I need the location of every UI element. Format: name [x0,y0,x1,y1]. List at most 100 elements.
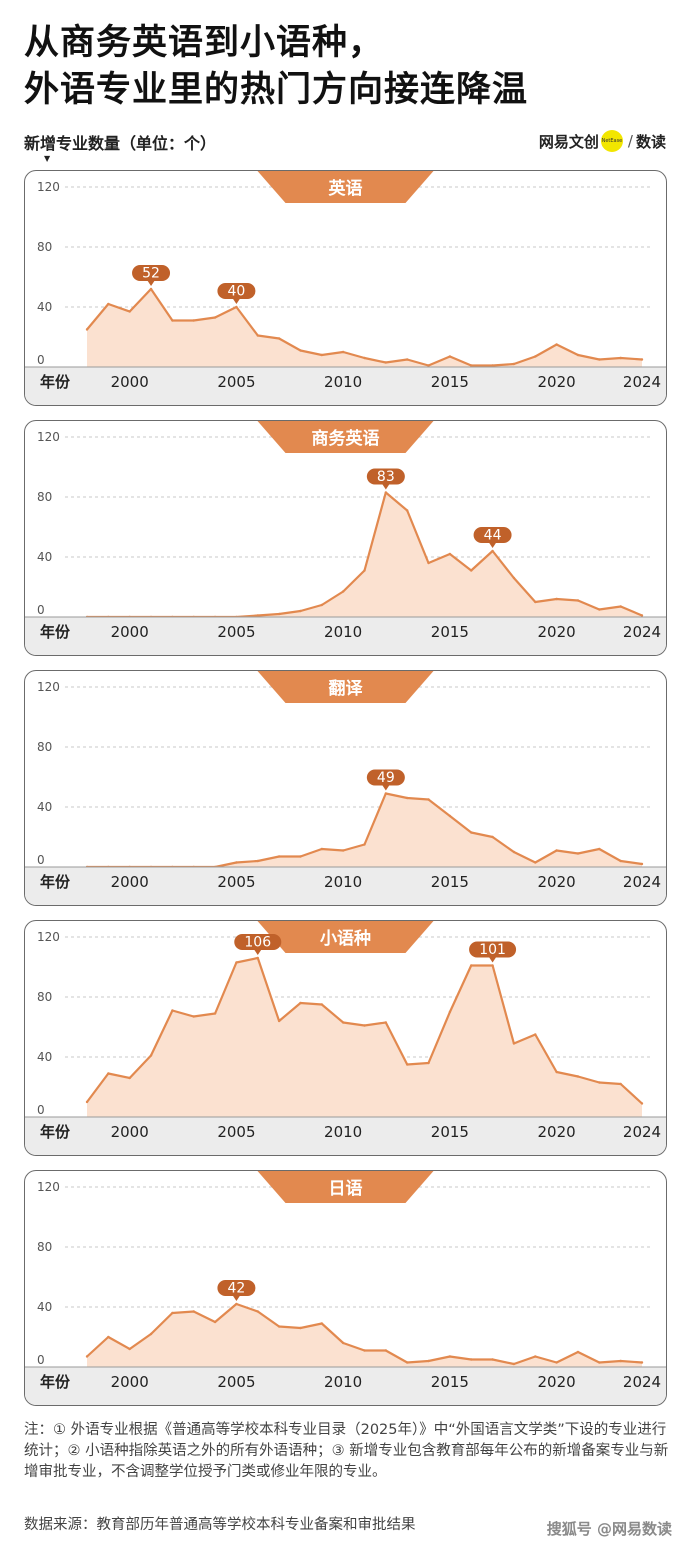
chart-panel-japanese: 0 40 80 120 年份 2000 2005 2010 2015 2020 2024 日语 42 [24,1170,667,1406]
data-point [363,1024,366,1027]
data-point [107,1335,110,1339]
y-tick-label: 120 [37,1180,60,1194]
callout-label: 40 [228,284,246,300]
title-line-2: 外语专业里的热门方向接连降温 [24,70,529,110]
panel-title-tab [257,671,434,703]
y-tick-label: 120 [37,430,60,444]
data-point [491,835,494,839]
data-point [598,608,601,611]
data-point [256,859,259,863]
y-tick-label: 80 [37,240,52,254]
data-point [640,1102,644,1105]
chart-business-english: 0 40 80 120 年份 2000 2005 2010 2015 2020 2024 商务英语 83… [25,421,666,655]
data-point [85,328,89,331]
x-tick-label: 2010 [324,623,362,641]
data-point [427,1061,430,1065]
x-tick-label: 2005 [217,623,255,641]
series-area [87,289,642,367]
panel-title-tab [257,171,434,203]
data-point [235,305,238,309]
x-tick-label: 2015 [431,623,469,641]
data-point [640,862,644,866]
data-point [384,491,388,494]
panel-title-tab [257,921,434,953]
brand-name: 网易文创 [538,132,599,151]
panel-title: 英语 [329,178,363,199]
callout-bubble [132,265,171,281]
data-point [149,1332,153,1336]
chart-english: 0 40 80 120 年份 2000 2005 2010 2015 2020 2024 英语 52 40 [25,171,666,405]
data-point [512,362,516,366]
y-tick-label: 0 [37,603,45,617]
data-point [512,1362,516,1366]
callout-pointer [488,956,497,963]
x-axis-label: 年份 [40,373,71,391]
callout-pointer [232,298,241,304]
data-point [576,353,580,357]
page-title: 从商务英语到小语种， 外语专业里的热门方向接连降温 [24,20,664,114]
data-point [405,1361,409,1364]
data-point [470,364,473,367]
data-point [555,1361,558,1364]
data-point [491,964,494,967]
data-point [470,964,473,967]
data-point [341,1341,345,1345]
y-tick-label: 40 [37,800,52,814]
data-point [534,600,537,604]
watermark: 搜狐号 @网易数读 [546,1520,672,1538]
data-point [619,356,622,360]
callout-bubble [234,934,282,950]
chart-panel-translation: 0 40 80 120 年份 2000 2005 2010 2015 2020 2024 翻译 49 [24,670,667,906]
data-point [277,1325,281,1328]
data-point [427,798,430,801]
callout-label: 52 [142,266,160,282]
x-tick-label: 2024 [623,623,661,641]
y-tick-label: 40 [37,550,52,564]
x-tick-label: 2020 [538,1373,576,1391]
data-point [598,358,601,361]
callout-bubble [366,769,405,786]
data-point [619,1359,622,1363]
callout-pointer [381,483,390,490]
callout-label: 101 [479,942,506,958]
data-point [598,847,601,851]
data-point [85,1355,89,1358]
y-tick-label: 0 [37,853,45,867]
chart-japanese: 0 40 80 120 年份 2000 2005 2010 2015 2020 2024 日语 42 [25,1171,666,1405]
x-axis-band [25,1117,666,1155]
data-point [149,287,153,291]
y-tick-label: 120 [37,930,60,944]
callout-bubble [217,1280,256,1296]
data-point [470,831,473,834]
panel-title: 翻译 [329,678,364,699]
x-tick-label: 2000 [111,373,149,391]
data-source: 数据来源：教育部历年普通高等学校本科专业备案和审批结果 [24,1517,416,1533]
data-point [235,961,238,964]
data-point [107,302,110,306]
y-tick-label: 40 [37,1300,52,1314]
data-point [107,1072,110,1075]
data-point [448,1355,452,1358]
x-tick-label: 2000 [111,873,149,891]
data-point [213,1012,217,1015]
data-point [384,361,388,364]
x-axis-label: 年份 [40,1373,71,1391]
data-point [405,358,409,361]
data-point [384,1021,388,1024]
callout-bubble [469,941,517,958]
data-point [534,1355,537,1358]
data-point [256,1310,259,1313]
callout-label: 42 [228,1281,246,1297]
data-point [598,1361,601,1364]
data-point [491,549,494,553]
data-point [192,1310,195,1313]
callout-bubble [217,283,256,299]
data-point [235,861,238,864]
data-point [448,552,452,556]
data-point [619,605,622,608]
x-tick-label: 2015 [431,1373,469,1391]
data-point [341,350,345,354]
data-point [192,1015,195,1018]
x-axis-band [25,867,666,905]
callout-pointer [232,1295,241,1301]
